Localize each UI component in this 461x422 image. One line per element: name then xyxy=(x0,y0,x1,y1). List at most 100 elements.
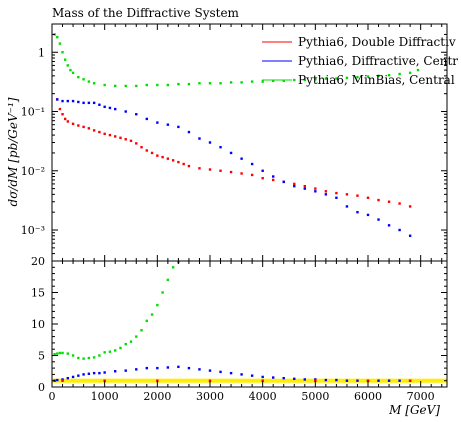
x-tick-label: 2000 xyxy=(143,390,171,403)
x-tick-label: 0 xyxy=(49,390,56,403)
reference-band xyxy=(52,378,447,383)
data-point xyxy=(92,101,96,105)
data-point xyxy=(71,354,75,357)
data-point xyxy=(119,346,122,350)
data-point xyxy=(366,213,370,217)
data-point xyxy=(82,125,85,129)
data-point xyxy=(345,193,349,196)
data-point xyxy=(103,379,106,382)
data-point xyxy=(140,329,143,332)
bottom-panel-data xyxy=(53,261,412,382)
data-point xyxy=(187,82,191,86)
data-point xyxy=(377,218,380,221)
data-point xyxy=(87,80,91,83)
data-point xyxy=(66,99,69,103)
data-point xyxy=(66,352,69,355)
data-point xyxy=(387,379,391,382)
data-point xyxy=(135,142,138,145)
data-point xyxy=(335,77,338,80)
data-point xyxy=(124,369,127,372)
y-tick-label: 10⁻³ xyxy=(21,224,45,237)
data-point xyxy=(77,356,80,360)
data-point xyxy=(387,74,391,77)
data-point xyxy=(124,110,127,113)
y-tick-label: 1 xyxy=(38,46,45,59)
data-point xyxy=(208,369,212,372)
data-point xyxy=(356,194,359,197)
data-point xyxy=(56,98,59,101)
data-point xyxy=(324,190,328,193)
data-point xyxy=(87,372,91,375)
data-point xyxy=(187,130,191,134)
bottom-panel-tick-labels: 0 1000 2000 3000 4000 5000 6000 7000 0 5 10 15 20 xyxy=(31,255,435,403)
data-point xyxy=(335,378,338,382)
data-point xyxy=(114,107,117,111)
x-tick-label: 4000 xyxy=(249,390,277,403)
data-point xyxy=(61,379,64,382)
data-point xyxy=(324,77,328,80)
y-tick-label: 10 xyxy=(31,318,45,331)
data-point xyxy=(92,371,96,375)
data-point xyxy=(366,196,370,199)
data-point xyxy=(135,113,138,116)
data-point xyxy=(398,228,401,232)
data-point xyxy=(408,71,412,75)
data-point xyxy=(198,82,201,85)
data-point xyxy=(166,278,170,282)
data-point xyxy=(71,375,75,379)
data-point xyxy=(229,151,233,155)
data-point xyxy=(187,366,191,370)
data-point xyxy=(145,83,148,87)
data-point xyxy=(103,132,106,136)
data-point xyxy=(77,124,80,127)
data-point xyxy=(156,154,159,157)
data-point xyxy=(272,178,275,182)
data-point xyxy=(63,117,67,121)
data-point xyxy=(171,159,175,162)
top-panel-y-tick-labels: 1 10⁻¹ 10⁻² 10⁻³ xyxy=(21,46,45,237)
y-tick-label: 20 xyxy=(31,255,45,268)
data-point xyxy=(71,99,75,103)
bottom-panel-ticks xyxy=(51,260,447,388)
data-point xyxy=(293,78,296,82)
data-point xyxy=(150,313,154,316)
series xyxy=(53,33,420,88)
data-point xyxy=(324,193,328,196)
data-point xyxy=(56,35,59,39)
data-point xyxy=(198,368,201,371)
data-point xyxy=(356,379,359,382)
data-point xyxy=(177,160,180,164)
data-point xyxy=(124,138,127,141)
data-point xyxy=(129,139,133,143)
data-point xyxy=(171,266,175,269)
data-point xyxy=(53,353,56,356)
y-tick-label: 5 xyxy=(38,350,45,363)
data-point xyxy=(356,75,359,79)
data-point xyxy=(198,167,201,170)
data-point xyxy=(98,103,101,106)
data-point xyxy=(261,80,264,83)
data-point xyxy=(135,368,138,371)
data-point xyxy=(161,291,164,294)
data-point xyxy=(314,378,317,381)
data-point xyxy=(77,374,80,377)
data-point xyxy=(92,356,96,359)
data-point xyxy=(124,84,127,88)
data-point xyxy=(58,351,62,355)
data-point xyxy=(314,78,317,81)
data-point xyxy=(82,101,85,105)
data-point xyxy=(98,130,101,134)
data-point xyxy=(219,169,222,172)
data-point xyxy=(150,151,154,155)
y-tick-label: 10⁻² xyxy=(21,165,45,178)
data-point xyxy=(114,349,117,352)
data-point xyxy=(156,366,159,370)
data-point xyxy=(119,136,122,140)
data-point xyxy=(272,376,275,379)
data-point xyxy=(293,377,296,381)
data-point xyxy=(108,350,112,353)
data-point xyxy=(135,84,138,88)
data-point xyxy=(219,82,222,85)
data-point xyxy=(166,157,170,160)
